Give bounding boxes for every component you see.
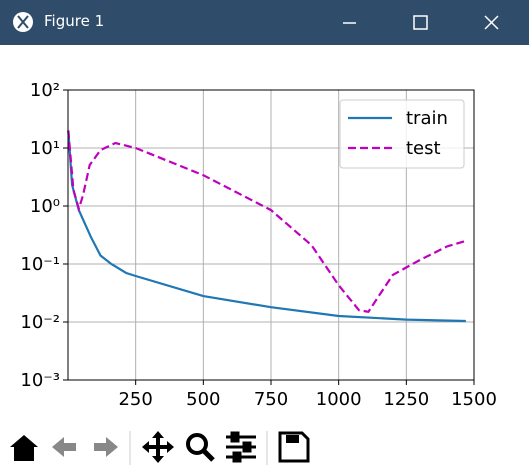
- x-tick-label: 500: [186, 389, 220, 410]
- legend-label: train: [406, 108, 448, 129]
- x-tick-label: 750: [254, 389, 288, 410]
- home-button[interactable]: [10, 435, 38, 461]
- y-tick-label: 10⁻¹: [20, 254, 60, 275]
- x-tick-label: 1500: [451, 389, 497, 410]
- forward-button[interactable]: [94, 437, 118, 457]
- title-bar-icons: [13, 12, 499, 32]
- app-icon-mark: [17, 15, 29, 29]
- x-tick-label: 250: [118, 389, 152, 410]
- y-tick-label: 10¹: [30, 138, 60, 159]
- plot-frame: [67, 89, 475, 381]
- window-title: Figure 1: [44, 12, 105, 30]
- pan-button[interactable]: [142, 431, 174, 463]
- legend: train test: [339, 99, 465, 169]
- toolbar: [10, 431, 310, 465]
- title-bar: Figure 1: [0, 0, 529, 45]
- maximize-button[interactable]: [413, 15, 428, 30]
- line-series: [67, 130, 467, 314]
- back-button[interactable]: [52, 437, 76, 457]
- y-tick-label: 10⁻³: [20, 370, 60, 391]
- chart: 10⁻³ 10⁻² 10⁻¹ 10⁰ 10¹ 10² 250 500 750 1000 1250 15…: [20, 80, 497, 410]
- save-icon-part: [286, 435, 299, 443]
- close-button[interactable]: [484, 15, 499, 30]
- zoom-handle: [201, 448, 215, 462]
- y-tick-label: 10²: [30, 80, 60, 101]
- zoom-button[interactable]: [186, 433, 208, 455]
- x-tick-label: 1250: [383, 389, 429, 410]
- save-button[interactable]: [278, 431, 310, 463]
- y-tick-label: 10⁻²: [20, 312, 60, 333]
- x-tick-label: 1000: [316, 389, 362, 410]
- y-tick-label: 10⁰: [30, 196, 60, 217]
- legend-label: test: [406, 138, 441, 159]
- configure-button[interactable]: [226, 431, 256, 463]
